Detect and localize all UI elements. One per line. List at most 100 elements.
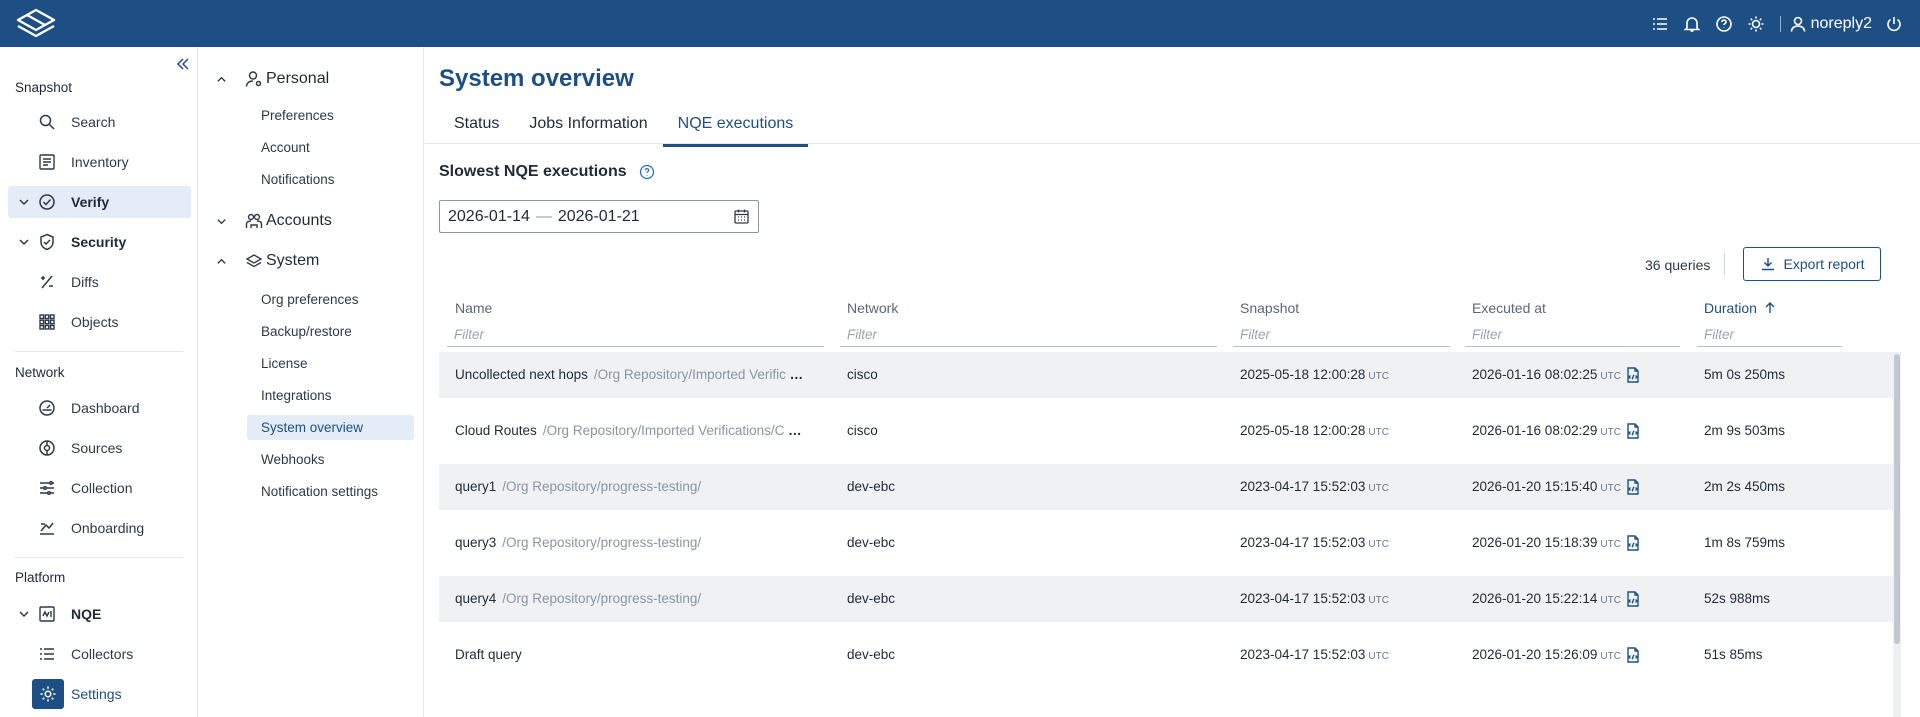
tab-jobs-information[interactable]: Jobs Information <box>529 115 648 132</box>
table-scrollbar[interactable] <box>1893 352 1901 717</box>
open-query-icon[interactable] <box>1624 646 1642 664</box>
sort-ascending-icon[interactable] <box>1763 301 1777 315</box>
chevron-up-icon[interactable] <box>216 74 227 85</box>
list-icon[interactable] <box>1644 0 1676 47</box>
cell-executed-at: 2026-01-16 08:02:25 UTC <box>1472 352 1692 398</box>
shield-icon <box>40 233 54 251</box>
nav-item-diffs[interactable]: Diffs <box>8 266 191 298</box>
snapshot-time: 2023-04-17 15:52:03 <box>1240 535 1366 550</box>
settings-subnav: Personal Preferences Account Notificatio… <box>198 47 424 717</box>
date-range-picker[interactable]: 2026-01-14 — 2026-01-21 <box>439 200 759 233</box>
nqe-icon <box>39 606 55 622</box>
subnav-item-notifications[interactable]: Notifications <box>261 172 335 187</box>
tab-nqe-executions[interactable]: NQE executions <box>662 113 809 147</box>
chevron-down-icon[interactable] <box>18 196 30 208</box>
collection-icon <box>40 480 54 496</box>
column-header-snapshot[interactable]: Snapshot <box>1240 300 1300 316</box>
utc-label: UTC <box>1368 651 1389 662</box>
table-row[interactable]: query4/Org Repository/progress-testing/d… <box>439 576 1899 622</box>
nav-item-settings[interactable]: Settings <box>8 678 191 710</box>
subnav-item-org-preferences[interactable]: Org preferences <box>261 292 359 307</box>
nav-item-collection[interactable]: Collection <box>8 472 191 504</box>
subnav-item-preferences[interactable]: Preferences <box>261 108 334 123</box>
chevron-down-icon[interactable] <box>18 608 30 620</box>
filter-network-input[interactable] <box>840 322 1217 347</box>
power-icon[interactable] <box>1878 0 1910 47</box>
subnav-group-personal[interactable]: Personal <box>198 65 424 93</box>
settings-icon-box <box>32 679 64 709</box>
cell-name: Uncollected next hops/Org Repository/Imp… <box>455 352 830 398</box>
subnav-group-label: Accounts <box>266 212 332 229</box>
column-header-duration[interactable]: Duration <box>1704 300 1777 316</box>
user-menu[interactable]: noreply2 <box>1789 15 1872 33</box>
nav-item-nqe[interactable]: NQE <box>8 598 191 630</box>
executed-time: 2026-01-20 15:18:39 <box>1472 535 1598 550</box>
table-row[interactable]: Uncollected next hops/Org Repository/Imp… <box>439 352 1899 398</box>
subnav-item-webhooks[interactable]: Webhooks <box>261 452 325 467</box>
app-logo[interactable] <box>14 7 58 41</box>
help-circle-icon[interactable] <box>639 164 655 180</box>
table-row[interactable]: query3/Org Repository/progress-testing/d… <box>439 520 1899 566</box>
theme-sun-icon[interactable] <box>1740 0 1772 47</box>
subnav-item-system-overview[interactable]: System overview <box>247 415 414 440</box>
subnav-item-account[interactable]: Account <box>261 140 310 155</box>
nav-item-objects[interactable]: Objects <box>8 306 191 338</box>
executions-table: Uncollected next hops/Org Repository/Imp… <box>439 352 1899 717</box>
query-name: Cloud Routes <box>455 423 537 438</box>
column-header-executed-at[interactable]: Executed at <box>1472 300 1546 316</box>
chevron-up-icon[interactable] <box>216 256 227 267</box>
section-title: Slowest NQE executions <box>439 163 627 180</box>
inventory-icon <box>39 154 55 170</box>
download-icon <box>1761 258 1774 271</box>
export-report-label: Export report <box>1783 256 1865 272</box>
open-query-icon[interactable] <box>1624 590 1642 608</box>
collapse-sidebar-icon[interactable] <box>175 56 191 72</box>
subnav-item-backup-restore[interactable]: Backup/restore <box>261 324 352 339</box>
table-row[interactable]: Cloud Routes/Org Repository/Imported Ver… <box>439 408 1899 454</box>
nav-item-sources[interactable]: Sources <box>8 432 191 464</box>
help-icon[interactable] <box>1708 0 1740 47</box>
subnav-item-notification-settings[interactable]: Notification settings <box>261 484 379 499</box>
subnav-group-accounts[interactable]: Accounts <box>198 207 424 235</box>
nav-item-onboarding[interactable]: Onboarding <box>8 512 191 544</box>
bell-icon[interactable] <box>1676 0 1708 47</box>
nav-item-search[interactable]: Search <box>8 106 191 138</box>
filter-duration-input[interactable] <box>1697 322 1842 347</box>
filter-name-input[interactable] <box>447 322 824 347</box>
nav-item-collectors[interactable]: Collectors <box>8 638 191 670</box>
chevron-down-icon[interactable] <box>216 216 227 227</box>
subnav-item-license[interactable]: License <box>261 356 308 371</box>
open-query-icon[interactable] <box>1624 478 1642 496</box>
subnav-item-integrations[interactable]: Integrations <box>261 388 332 403</box>
table-row[interactable]: query1/Org Repository/progress-testing/d… <box>439 464 1899 510</box>
nav-item-inventory[interactable]: Inventory <box>8 146 191 178</box>
chevron-down-icon[interactable] <box>18 236 30 248</box>
nav-item-dashboard[interactable]: Dashboard <box>8 392 191 424</box>
table-row[interactable]: Draft query dev-ebc 2023-04-17 15:52:03 UTC… <box>439 632 1899 678</box>
cell-snapshot: 2025-05-18 12:00:28 UTC <box>1240 352 1460 398</box>
nav-item-label: Security <box>71 234 127 250</box>
utc-label: UTC <box>1368 427 1389 438</box>
tab-status[interactable]: Status <box>454 115 500 132</box>
cell-snapshot: 2023-04-17 15:52:03 UTC <box>1240 576 1460 622</box>
nav-item-label: Onboarding <box>71 520 145 536</box>
nav-item-verify[interactable]: Verify <box>8 186 191 218</box>
toolbar-divider <box>1724 253 1725 275</box>
column-header-name[interactable]: Name <box>455 300 493 316</box>
cell-duration: 1m 8s 759ms <box>1704 535 1786 550</box>
export-report-button[interactable]: Export report <box>1743 247 1881 281</box>
nav-item-label: Diffs <box>71 274 99 290</box>
open-query-icon[interactable] <box>1624 366 1642 384</box>
column-header-network[interactable]: Network <box>847 300 899 316</box>
open-query-icon[interactable] <box>1624 422 1642 440</box>
calendar-icon[interactable] <box>733 208 750 225</box>
cell-name: query1/Org Repository/progress-testing/ <box>455 464 830 510</box>
filter-executed-at-input[interactable] <box>1465 322 1680 347</box>
filter-snapshot-input[interactable] <box>1233 322 1450 347</box>
cell-network: dev-ebc <box>847 535 896 550</box>
open-query-icon[interactable] <box>1624 534 1642 552</box>
nav-item-security[interactable]: Security <box>8 226 191 258</box>
subnav-group-system[interactable]: System <box>198 247 424 275</box>
gear-icon <box>40 686 56 702</box>
scrollbar-thumb[interactable] <box>1894 354 1900 644</box>
